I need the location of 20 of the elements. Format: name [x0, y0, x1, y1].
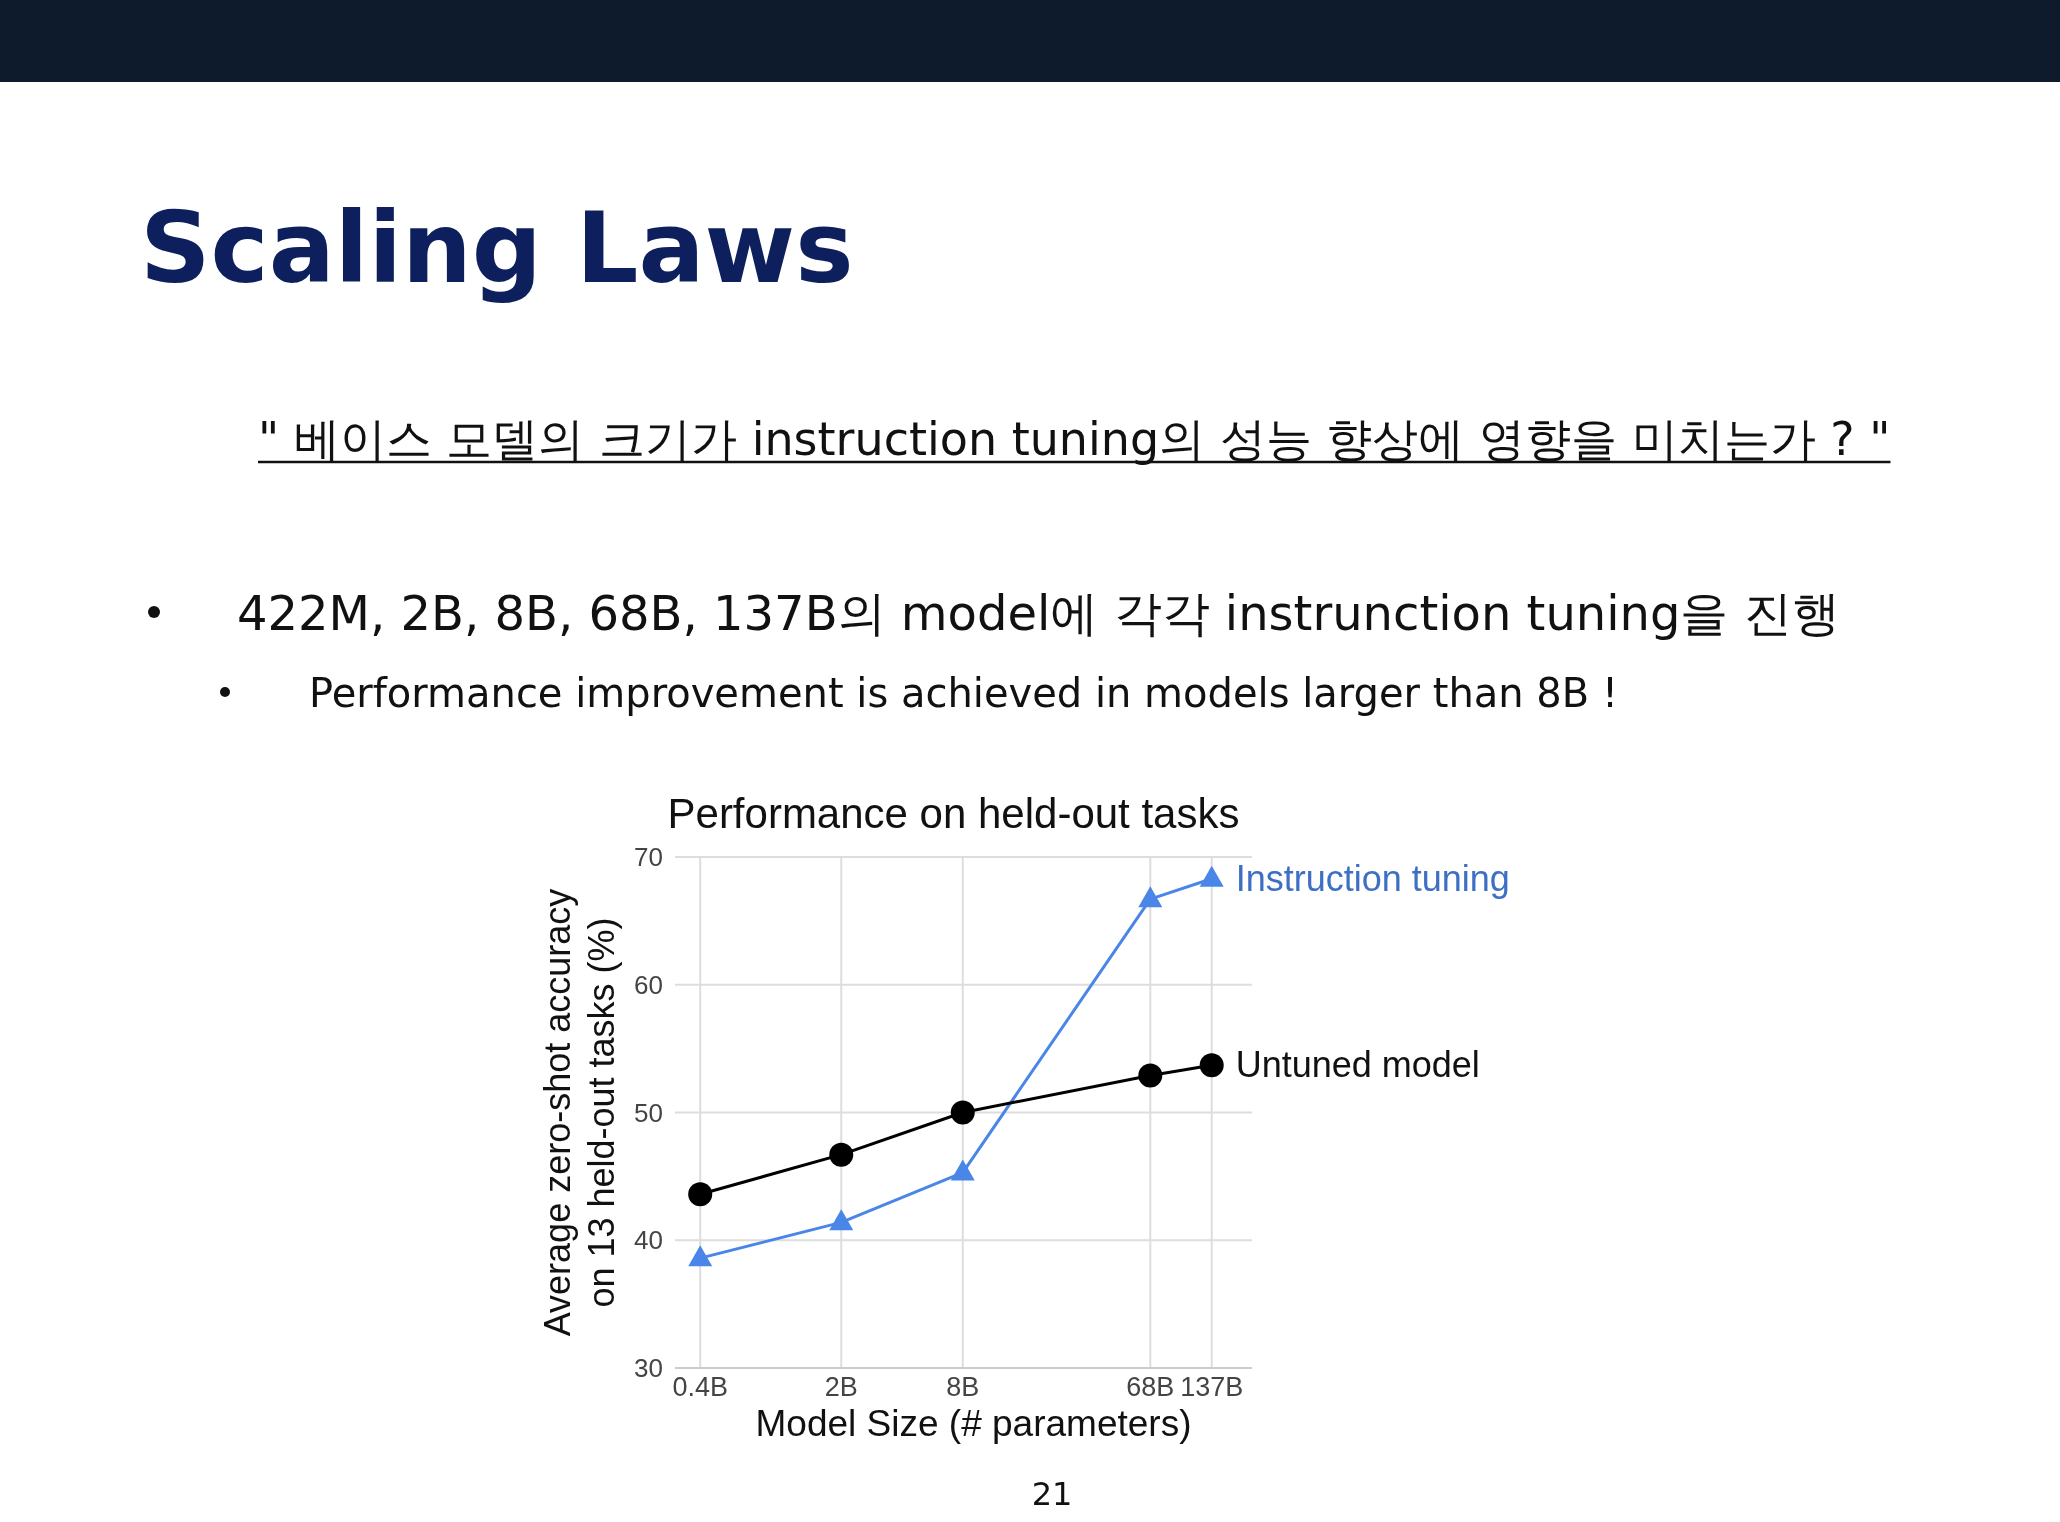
y-tick-label: 70 — [634, 842, 663, 872]
text: Scaling Laws — [140, 191, 854, 305]
text: Performance improvement is achieved in models larger than 8B ! — [309, 670, 1619, 716]
x-tick-label: 68B — [1126, 1372, 1175, 1402]
x-tick-label: 8B — [946, 1372, 980, 1402]
y-tick-label: 50 — [634, 1097, 663, 1128]
text: 21 — [1031, 1475, 1073, 1513]
chart-title: Performance on held-out tasks — [667, 790, 1240, 837]
y-tick-label: 60 — [634, 969, 663, 1000]
y-axis-title: Average zero-shot accuracy on 13 held-out tasks (%) — [537, 888, 622, 1337]
x-tick-label: 137B — [1180, 1372, 1244, 1402]
y-tick-label: 30 — [634, 1353, 663, 1383]
text: 422M, 2B, 8B, 68B, 137B의 model에 각각 instrunction tuning을 진행 — [237, 585, 1840, 641]
y-tick-label: 40 — [634, 1225, 663, 1256]
x-axis-title: Model Size (# parameters) — [755, 1403, 1192, 1444]
x-tick-label: 2B — [824, 1372, 858, 1402]
x-tick-label: 0.4B — [672, 1372, 728, 1402]
text: " 베이스 모델의 크기가 instruction tuning의 성능 향상에 영향을 미치는가 ? " — [258, 412, 1891, 466]
series-label: Untuned model — [1235, 1044, 1480, 1086]
series-label: Instruction tuning — [1235, 857, 1510, 899]
